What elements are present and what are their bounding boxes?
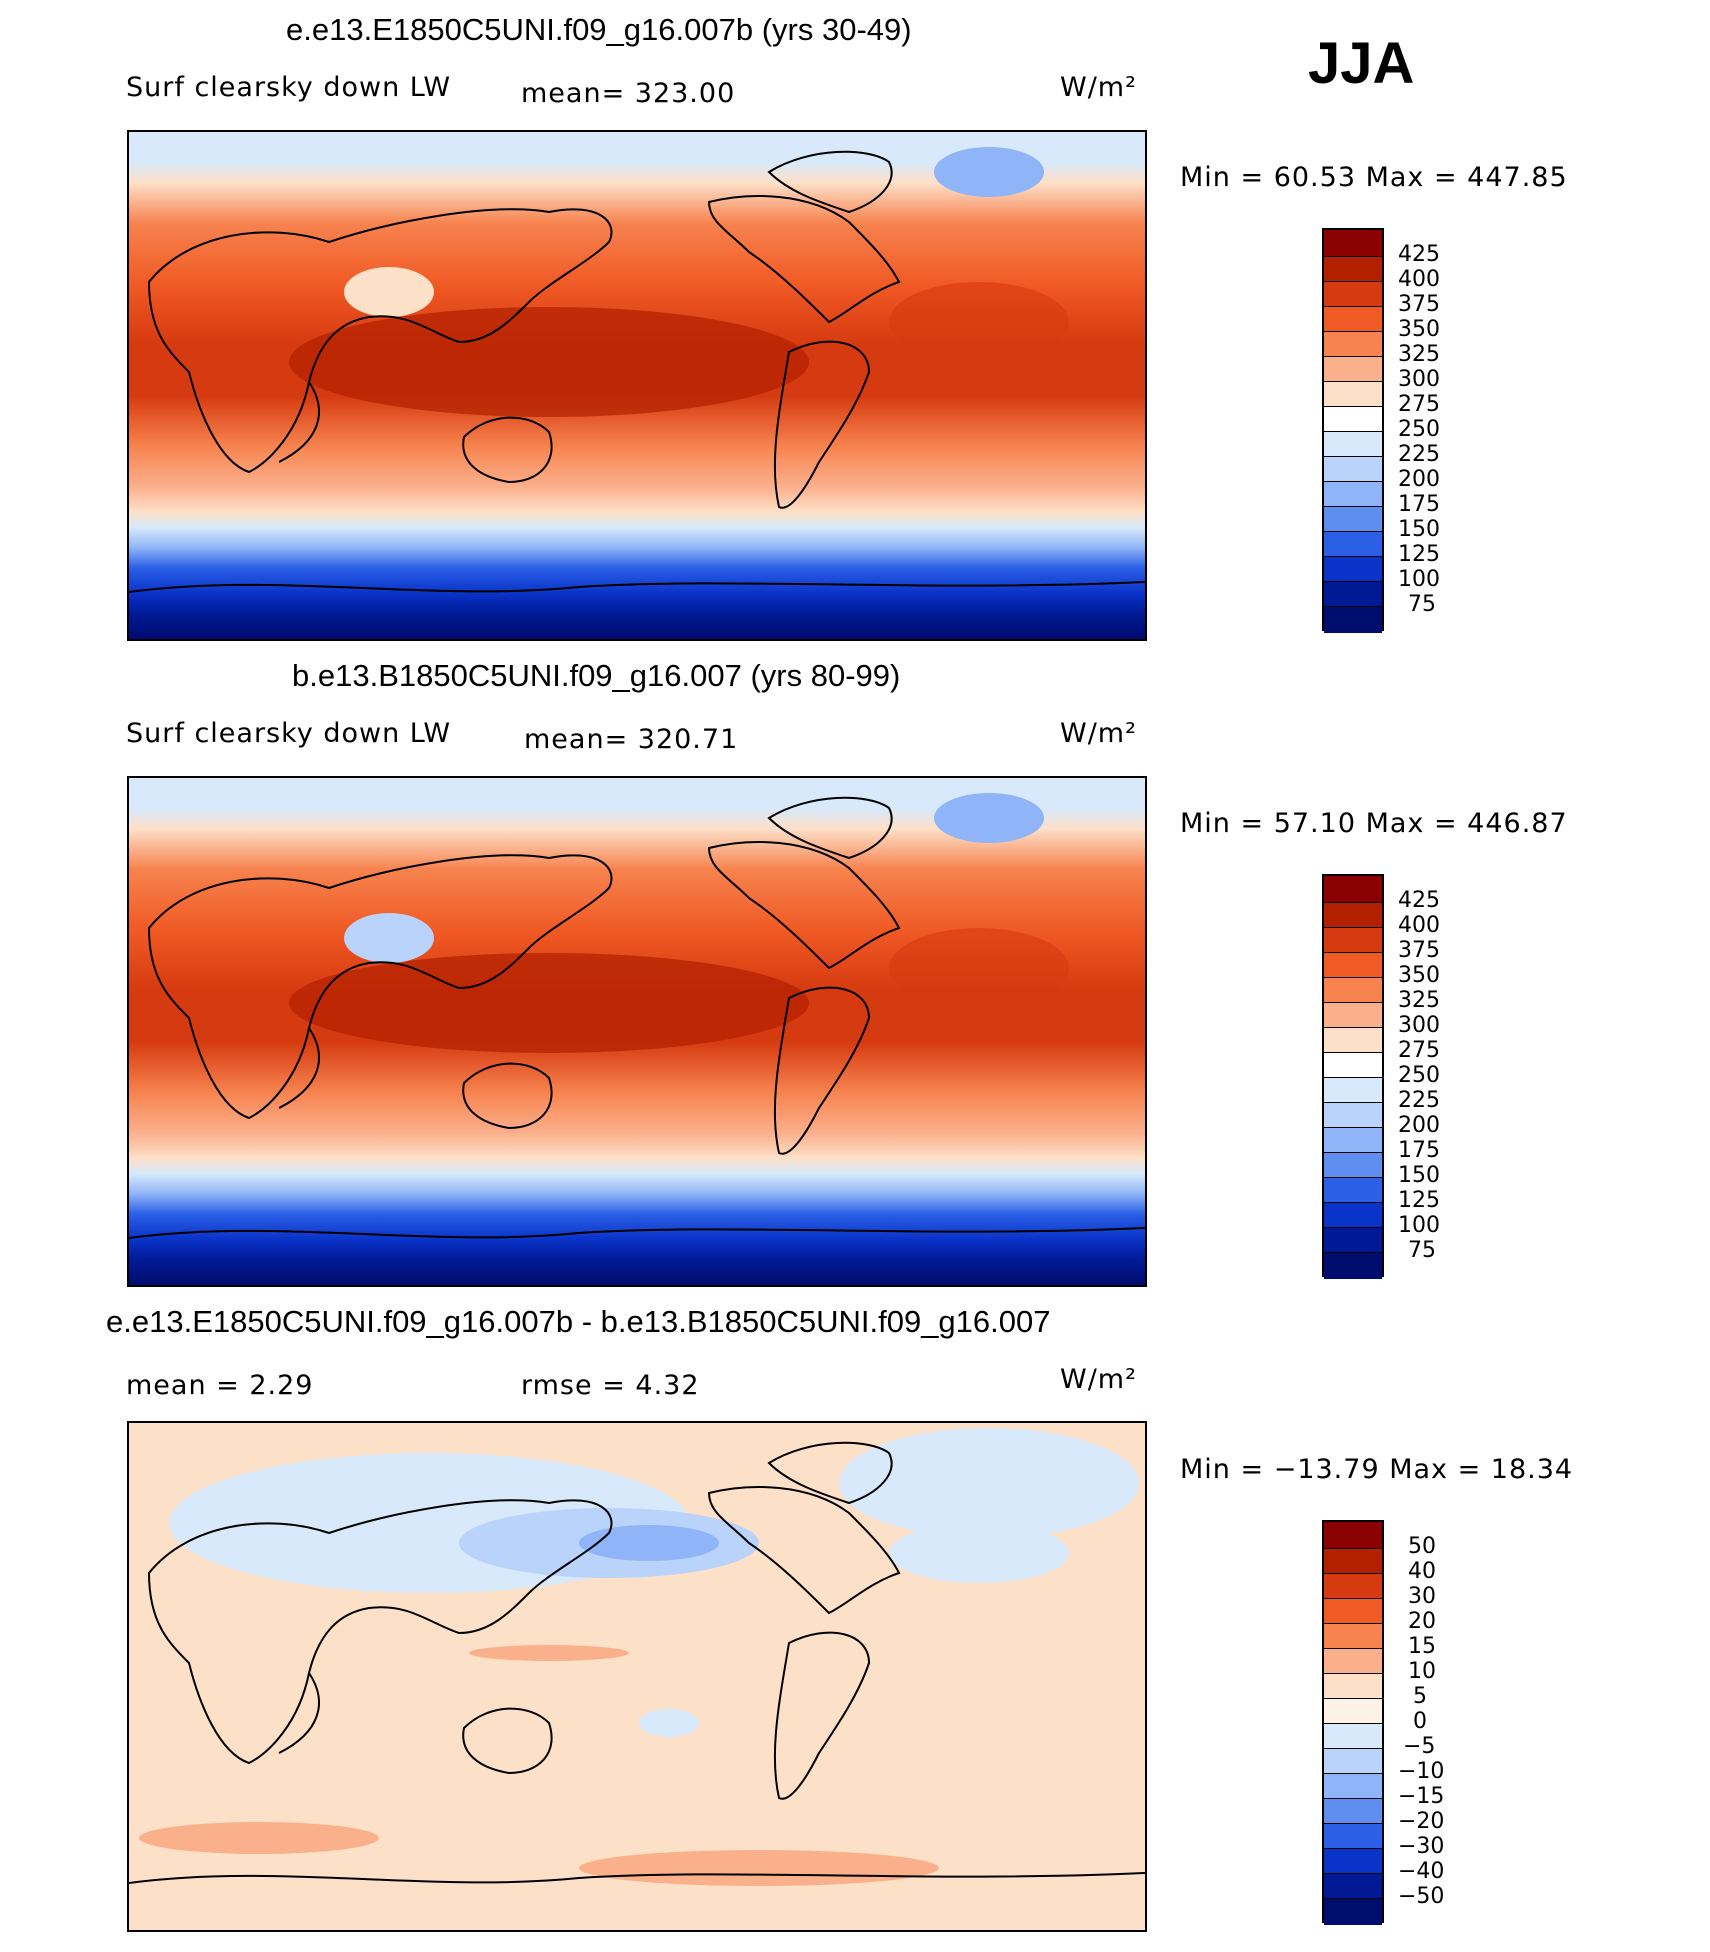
panel-2-colorbar [1322, 874, 1384, 1279]
panel-1-map-field [129, 132, 1145, 639]
panel-1-colorbar-tick: 375 [1398, 292, 1440, 317]
panel-2-variable-label: Surf clearsky down LW [126, 718, 452, 749]
panel-2-colorbar-tick: 150 [1398, 1163, 1440, 1188]
panel-2-colorbar-tick: 250 [1398, 1063, 1440, 1088]
panel-3-colorbar-tick: −20 [1398, 1809, 1445, 1834]
panel-2-map [127, 776, 1147, 1287]
panel-1-map [127, 130, 1147, 641]
panel-2-colorbar-tick: 275 [1398, 1038, 1440, 1063]
panel-3-colorbar-tick: 5 [1413, 1684, 1427, 1709]
panel-1-colorbar [1322, 228, 1384, 633]
panel-1-title: e.e13.E1850C5UNI.f09_g16.007b (yrs 30-49… [286, 12, 912, 47]
panel-3-colorbar-tick: −40 [1398, 1859, 1445, 1884]
panel-3-colorbar-tick: 0 [1413, 1709, 1427, 1734]
panel-1-colorbar-tick: 150 [1398, 517, 1440, 542]
panel-3-colorbar-tick: −5 [1403, 1734, 1436, 1759]
panel-1-colorbar-tick: 425 [1398, 242, 1440, 267]
panel-3-colorbar-tick: 50 [1408, 1534, 1436, 1559]
panel-2-colorbar-tick: 200 [1398, 1113, 1440, 1138]
panel-1-colorbar-tick: 250 [1398, 417, 1440, 442]
panel-3-colorbar-tick: 30 [1408, 1584, 1436, 1609]
panel-3-rmse-label: rmse = 4.32 [521, 1370, 700, 1401]
panel-3-colorbar-tick: −10 [1398, 1759, 1445, 1784]
panel-2-colorbar-tick: 125 [1398, 1188, 1440, 1213]
panel-3-map-field [129, 1423, 1145, 1930]
panel-2-colorbar-tick: 400 [1398, 913, 1440, 938]
panel-3-colorbar [1322, 1520, 1384, 1925]
panel-1-mean-label: mean= 323.00 [521, 78, 736, 109]
panel-1-colorbar-tick: 100 [1398, 567, 1440, 592]
panel-1-colorbar-tick: 200 [1398, 467, 1440, 492]
panel-2-min-max: Min = 57.10 Max = 446.87 [1180, 808, 1568, 839]
panel-3-colorbar-tick: 10 [1408, 1659, 1436, 1684]
panel-2-colorbar-tick: 100 [1398, 1213, 1440, 1238]
panel-2-mean-label: mean= 320.71 [524, 724, 739, 755]
panel-3-min-max: Min = −13.79 Max = 18.34 [1180, 1454, 1574, 1485]
panel-1-colorbar-tick: 400 [1398, 267, 1440, 292]
panel-3-colorbar-tick: −15 [1398, 1784, 1445, 1809]
panel-1-colorbar-tick: 350 [1398, 317, 1440, 342]
panel-2-map-field [129, 778, 1145, 1285]
panel-2-title: b.e13.B1850C5UNI.f09_g16.007 (yrs 80-99) [292, 658, 901, 693]
panel-1-units: W/m² [1060, 72, 1137, 103]
panel-1-colorbar-tick: 125 [1398, 542, 1440, 567]
panel-3-colorbar-tick: 40 [1408, 1559, 1436, 1584]
panel-3-colorbar-tick: 20 [1408, 1609, 1436, 1634]
panel-1-colorbar-tick: 300 [1398, 367, 1440, 392]
season-label: JJA [1308, 31, 1415, 96]
panel-3-colorbar-tick: −30 [1398, 1834, 1445, 1859]
panel-2-colorbar-tick: 325 [1398, 988, 1440, 1013]
panel-3-units: W/m² [1060, 1364, 1137, 1395]
panel-1-colorbar-tick: 75 [1408, 592, 1436, 617]
panel-2-units: W/m² [1060, 718, 1137, 749]
panel-1-colorbar-tick: 275 [1398, 392, 1440, 417]
panel-3-mean-label: mean = 2.29 [126, 1370, 314, 1401]
panel-1-variable-label: Surf clearsky down LW [126, 72, 452, 103]
panel-2-colorbar-tick: 425 [1398, 888, 1440, 913]
panel-2-colorbar-tick: 225 [1398, 1088, 1440, 1113]
panel-1-colorbar-tick: 325 [1398, 342, 1440, 367]
panel-2-colorbar-tick: 75 [1408, 1238, 1436, 1263]
panel-1-colorbar-tick: 225 [1398, 442, 1440, 467]
panel-1-colorbar-tick: 175 [1398, 492, 1440, 517]
panel-3-title: e.e13.E1850C5UNI.f09_g16.007b - b.e13.B1… [106, 1304, 1051, 1339]
panel-1-min-max: Min = 60.53 Max = 447.85 [1180, 162, 1568, 193]
panel-2-colorbar-tick: 375 [1398, 938, 1440, 963]
panel-3-colorbar-tick: 15 [1408, 1634, 1436, 1659]
panel-3-map [127, 1421, 1147, 1932]
panel-2-colorbar-tick: 350 [1398, 963, 1440, 988]
panel-2-colorbar-tick: 175 [1398, 1138, 1440, 1163]
panel-3-colorbar-tick: −50 [1398, 1884, 1445, 1909]
panel-2-colorbar-tick: 300 [1398, 1013, 1440, 1038]
